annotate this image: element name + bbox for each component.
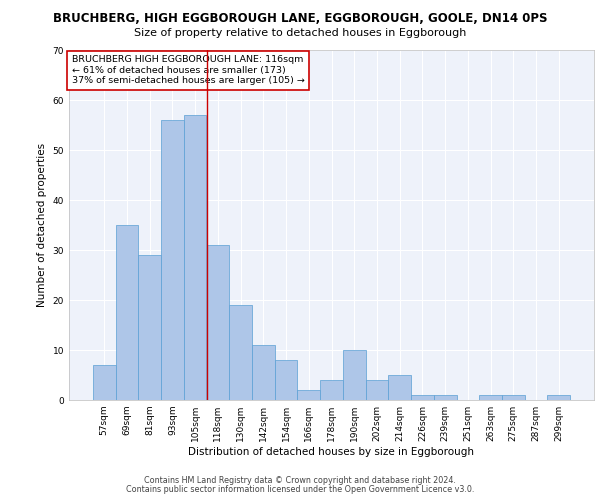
Bar (547, 395, 570, 400)
Bar (229, 305, 252, 400)
Bar (434, 395, 457, 400)
Bar (479, 395, 502, 400)
Bar (275, 360, 298, 400)
Bar (93, 365, 116, 400)
Bar (343, 350, 365, 400)
Bar (411, 395, 434, 400)
Bar (252, 345, 275, 400)
Y-axis label: Number of detached properties: Number of detached properties (37, 143, 47, 307)
Bar (184, 115, 206, 400)
Text: Size of property relative to detached houses in Eggborough: Size of property relative to detached ho… (134, 28, 466, 38)
Text: BRUCHBERG HIGH EGGBOROUGH LANE: 116sqm
← 61% of detached houses are smaller (173: BRUCHBERG HIGH EGGBOROUGH LANE: 116sqm ←… (71, 56, 305, 85)
Bar (502, 395, 524, 400)
Bar (161, 120, 184, 400)
Bar (365, 380, 388, 400)
Text: Contains HM Land Registry data © Crown copyright and database right 2024.: Contains HM Land Registry data © Crown c… (144, 476, 456, 485)
Bar (139, 255, 161, 400)
Bar (320, 380, 343, 400)
Bar (206, 245, 229, 400)
Text: Contains public sector information licensed under the Open Government Licence v3: Contains public sector information licen… (126, 485, 474, 494)
Text: BRUCHBERG, HIGH EGGBOROUGH LANE, EGGBOROUGH, GOOLE, DN14 0PS: BRUCHBERG, HIGH EGGBOROUGH LANE, EGGBORO… (53, 12, 547, 26)
X-axis label: Distribution of detached houses by size in Eggborough: Distribution of detached houses by size … (188, 447, 475, 457)
Bar (298, 390, 320, 400)
Bar (388, 375, 411, 400)
Bar (116, 225, 139, 400)
